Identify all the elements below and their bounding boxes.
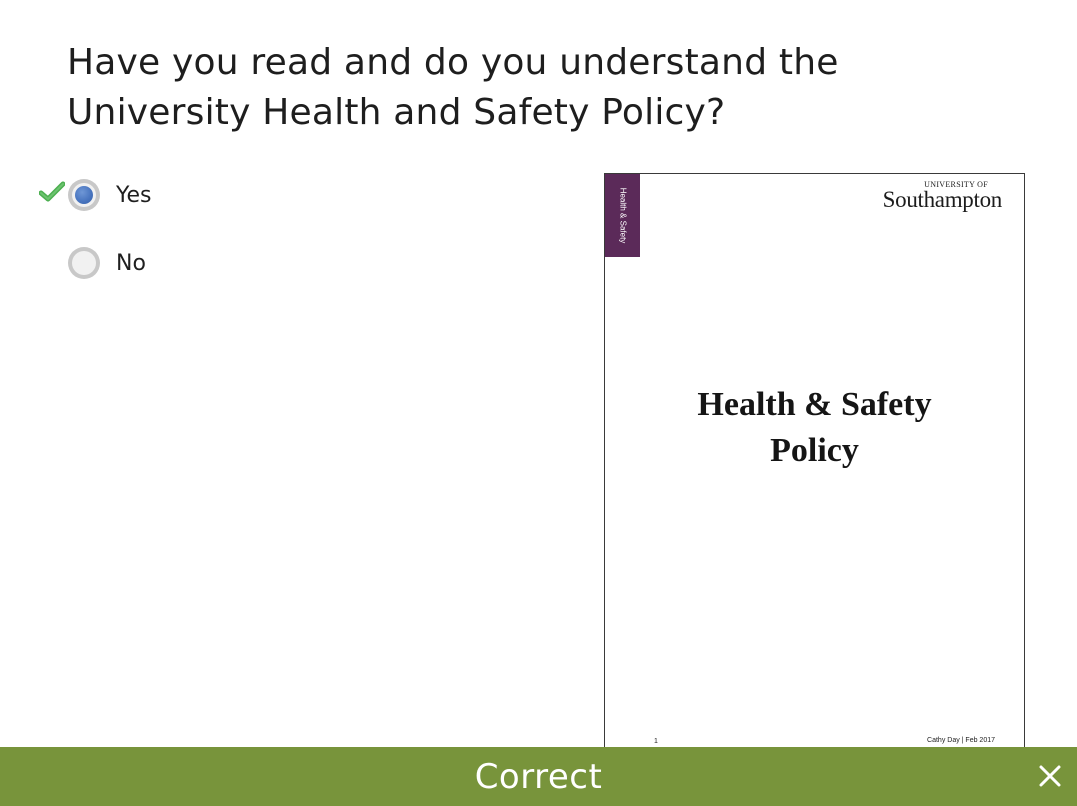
document-title: Health & Safety Policy	[605, 382, 1024, 474]
option-no[interactable]: No	[68, 243, 146, 283]
question-text: Have you read and do you understand the …	[67, 42, 839, 133]
document-page-number: 1	[654, 738, 658, 745]
close-icon[interactable]	[1037, 763, 1063, 789]
option-no-label: No	[116, 250, 146, 276]
policy-document-preview: Health & Safety UNIVERSITY OF Southampto…	[604, 173, 1025, 763]
document-side-tab-label: Health & Safety	[618, 187, 627, 244]
option-yes[interactable]: Yes	[68, 175, 152, 215]
check-mark-icon	[39, 181, 65, 202]
feedback-bar: Correct	[0, 747, 1077, 806]
radio-yes[interactable]	[68, 179, 100, 211]
logo-big-text: Southampton	[882, 187, 1003, 212]
logo-small-text: UNIVERSITY OF	[924, 180, 988, 189]
document-side-tab: Health & Safety	[605, 174, 640, 257]
option-yes-label: Yes	[116, 182, 152, 208]
feedback-text: Correct	[474, 756, 603, 797]
radio-no[interactable]	[68, 247, 100, 279]
document-title-line-2: Policy	[770, 432, 859, 469]
radio-selected-dot	[75, 186, 93, 204]
university-logo: UNIVERSITY OF Southampton	[882, 180, 1003, 212]
document-title-line-1: Health & Safety	[697, 386, 932, 423]
document-footer-author: Cathy Day | Feb 2017	[927, 737, 995, 744]
